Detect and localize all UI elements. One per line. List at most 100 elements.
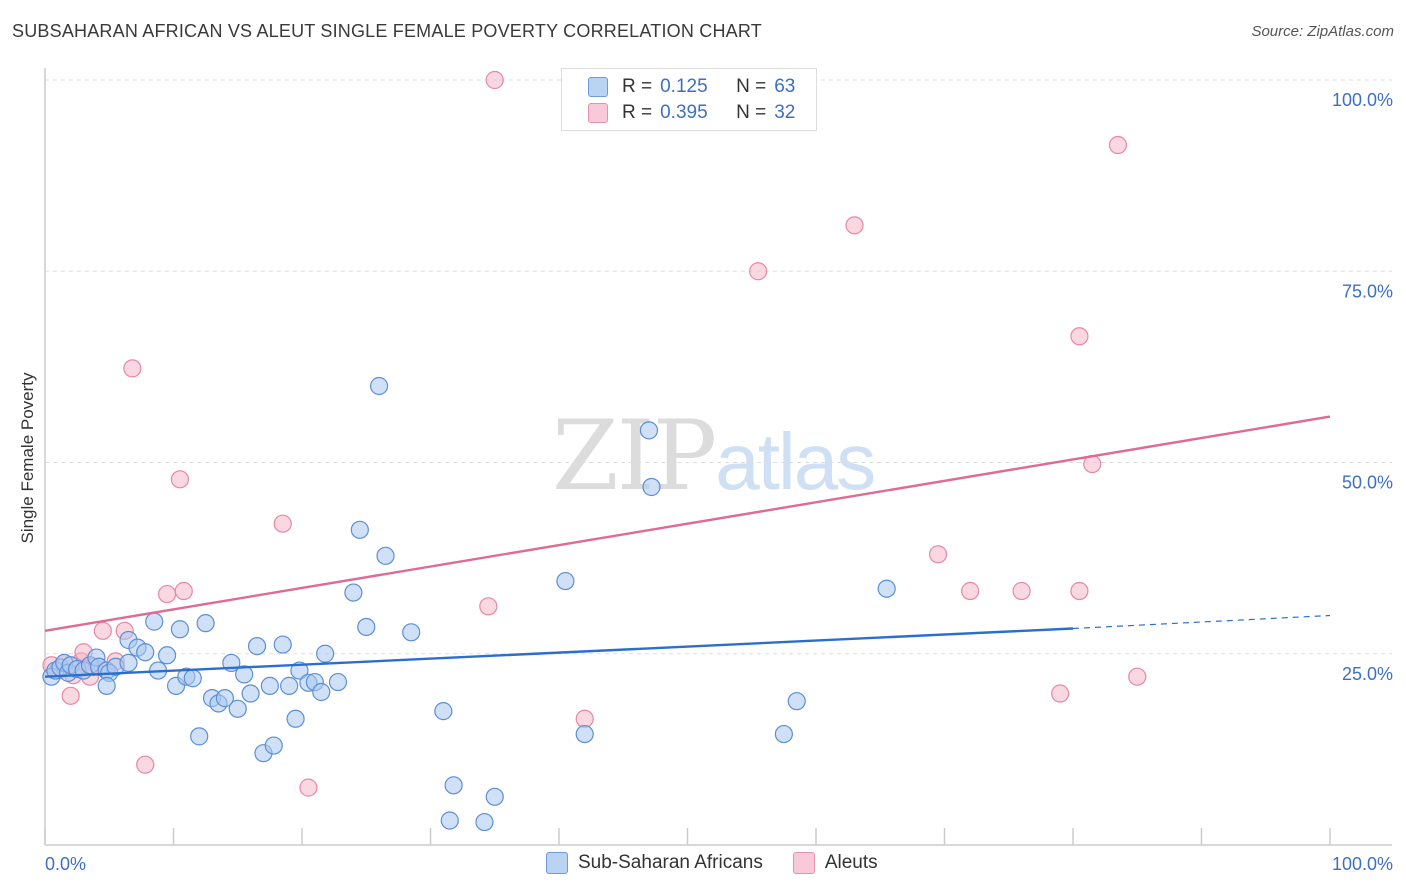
sub-saharan-point xyxy=(575,724,594,744)
sub-saharan-point xyxy=(286,709,305,728)
legend-r-label: R = xyxy=(622,102,653,123)
sub-saharan-point xyxy=(312,682,331,702)
sub-saharan-points xyxy=(42,376,896,832)
sub-saharan-point xyxy=(642,477,661,497)
sub-saharan-point xyxy=(376,546,395,565)
series-legend: Sub-Saharan Africans Aleuts xyxy=(546,852,908,874)
series-legend-pink: Aleuts xyxy=(792,852,878,874)
sub-saharan-point xyxy=(119,653,138,673)
aleut-point xyxy=(1108,135,1128,155)
sub-saharan-point xyxy=(370,376,389,396)
aleut-point xyxy=(136,755,155,774)
sub-saharan-point xyxy=(440,811,459,830)
axes xyxy=(44,68,1392,846)
sub-saharan-point xyxy=(247,636,267,656)
aleut-point xyxy=(93,621,112,640)
sub-saharan-point xyxy=(190,727,209,746)
aleut-point xyxy=(1128,667,1147,686)
watermark: ZIPatlas xyxy=(552,400,876,512)
gridlines xyxy=(45,79,1392,655)
aleut-point xyxy=(1070,581,1089,601)
aleut-point xyxy=(961,581,980,601)
legend-n-value: 63 xyxy=(774,76,796,97)
sub-saharan-point xyxy=(241,684,260,703)
legend-r-value: 0.395 xyxy=(660,102,708,123)
sub-saharan-point xyxy=(273,635,292,654)
sub-saharan-point xyxy=(328,672,348,692)
legend-n-label: N = xyxy=(736,76,767,97)
series-swatch-pink xyxy=(792,852,815,874)
series-label-pink: Aleuts xyxy=(824,852,878,873)
sub-saharan-point xyxy=(183,669,202,688)
sub-saharan-point xyxy=(215,689,234,708)
x-tick-label-start: 0.0% xyxy=(45,854,86,874)
legend-n-value: 32 xyxy=(774,102,796,123)
sub-saharan-point xyxy=(157,646,177,665)
aleut-point xyxy=(170,470,190,489)
x-tick-label-end: 100.0% xyxy=(1332,854,1393,874)
y-tick-label: 25.0% xyxy=(1342,664,1393,684)
sub-saharan-point xyxy=(357,617,376,637)
correlation-legend: R = 0.125 N = 63 R = 0.395 N = 32 xyxy=(561,68,817,131)
chart-title: SUBSAHARAN AFRICAN VS ALEUT SINGLE FEMAL… xyxy=(12,21,762,41)
aleut-point xyxy=(1051,684,1070,703)
sub-saharan-point xyxy=(350,520,369,539)
aleut-point xyxy=(485,70,504,90)
sub-saharan-point xyxy=(145,612,164,631)
sub-saharan-point xyxy=(877,579,896,598)
series-legend-blue: Sub-Saharan Africans xyxy=(546,852,763,874)
aleut-trend-line xyxy=(44,415,1331,632)
aleut-point xyxy=(273,514,292,533)
sub-saharan-point xyxy=(235,665,254,684)
aleut-point xyxy=(479,597,498,616)
legend-n-label: N = xyxy=(736,102,767,123)
sub-saharan-point xyxy=(475,812,494,832)
aleut-point xyxy=(61,686,80,705)
sub-saharan-point xyxy=(444,776,463,795)
aleut-point xyxy=(1070,327,1089,346)
sub-saharan-point xyxy=(434,702,453,721)
sub-saharan-point xyxy=(485,787,504,806)
source-label: Source: ZipAtlas.com xyxy=(1251,23,1394,40)
watermark-atlas: atlas xyxy=(715,417,876,506)
legend-r-value: 0.125 xyxy=(660,76,708,97)
series-swatch-blue xyxy=(546,852,568,874)
sub-saharan-point xyxy=(136,643,155,662)
sub-saharan-point xyxy=(556,571,575,591)
legend-swatch-pink xyxy=(588,103,608,123)
sub-saharan-point xyxy=(264,736,283,755)
y-tick-label: 100.0% xyxy=(1332,90,1393,110)
sub-saharan-point xyxy=(290,661,309,680)
sub-saharan-point xyxy=(228,699,247,718)
trend-lines xyxy=(44,415,1331,678)
sub-saharan-point xyxy=(787,692,806,711)
sub-saharan-trend-extension xyxy=(1072,614,1331,630)
y-tick-label: 75.0% xyxy=(1342,281,1393,301)
sub-saharan-point xyxy=(639,421,659,440)
y-tick-label: 50.0% xyxy=(1342,473,1393,493)
legend-row-blue: R = 0.125 N = 63 xyxy=(588,75,795,99)
sub-saharan-point xyxy=(196,614,215,633)
legend-row-pink: R = 0.395 N = 32 xyxy=(588,101,795,125)
legend-swatch-blue xyxy=(588,77,608,97)
sub-saharan-point xyxy=(774,724,793,744)
aleut-point xyxy=(749,262,768,281)
aleuts-points xyxy=(42,70,1147,797)
sub-saharan-point xyxy=(344,583,363,602)
aleut-point xyxy=(845,216,864,235)
sub-saharan-point xyxy=(316,644,335,663)
sub-saharan-point xyxy=(260,676,279,695)
aleut-point xyxy=(123,359,142,378)
sub-saharan-point xyxy=(97,676,116,695)
legend-r-label: R = xyxy=(622,76,653,97)
sub-saharan-point xyxy=(170,620,190,639)
sub-saharan-trend-line xyxy=(44,627,1074,678)
tick-labels: 25.0% 50.0% 75.0% 100.0% 0.0% 100.0% xyxy=(45,90,1393,874)
sub-saharan-point xyxy=(402,623,421,642)
sub-saharan-point xyxy=(280,676,299,695)
aleut-point xyxy=(157,584,177,604)
aleut-point xyxy=(928,545,948,564)
aleut-point xyxy=(1012,581,1031,601)
aleut-point xyxy=(299,778,318,797)
